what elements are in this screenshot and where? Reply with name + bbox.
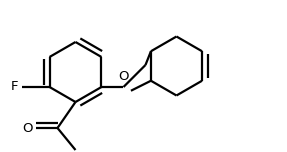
Text: O: O bbox=[118, 70, 129, 83]
Text: O: O bbox=[22, 121, 32, 135]
Text: F: F bbox=[11, 81, 19, 93]
